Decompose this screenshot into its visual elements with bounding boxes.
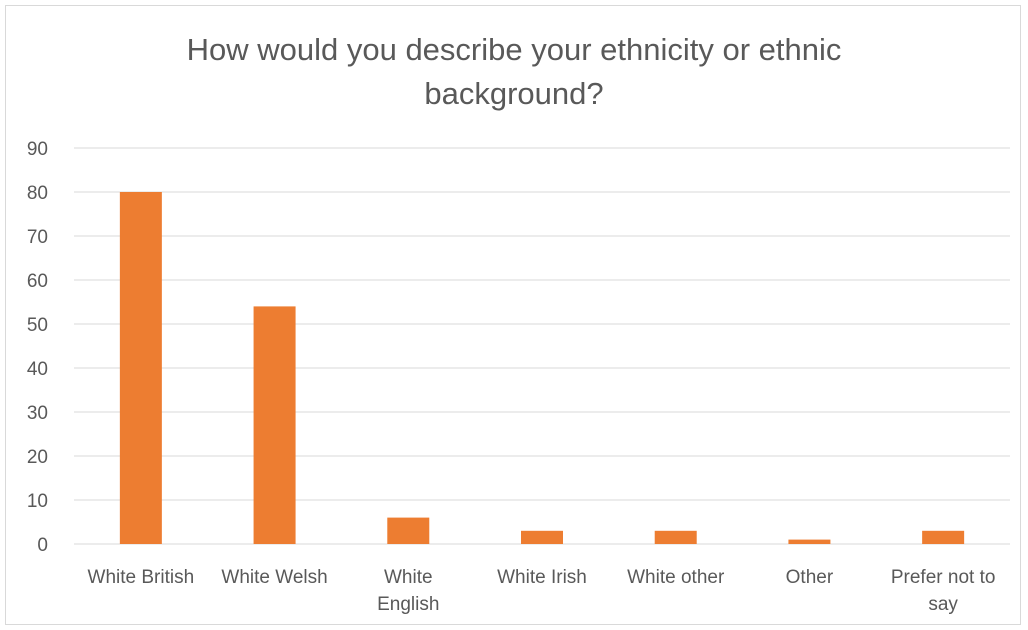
x-category-label: say [928,594,958,615]
bar [521,530,563,544]
y-tick-label: 80 [27,183,48,204]
bar [387,517,430,544]
x-category-label: White [384,567,433,588]
y-tick-label: 0 [37,535,48,556]
bar [119,192,162,544]
x-category-label: White Irish [497,567,587,588]
y-tick-label: 70 [27,227,48,248]
chart-frame [5,5,1021,625]
y-tick-label: 40 [27,359,48,380]
y-tick-label: 60 [27,271,48,292]
x-category-label: White other [627,567,725,588]
x-category-label: Other [786,567,834,588]
y-tick-label: 30 [27,403,48,424]
chart-title: How would you describe your ethnicity or… [0,28,1028,116]
y-tick-label: 50 [27,315,48,336]
bar [253,306,296,544]
x-category-label: Prefer not to [891,567,996,588]
x-category-label: English [377,594,439,615]
bar [654,530,697,544]
chart-title-text: How would you describe your ethnicity or… [186,32,842,111]
y-tick-label: 90 [27,139,48,160]
y-tick-label: 10 [27,491,48,512]
x-category-label: White British [88,567,195,588]
y-tick-label: 20 [27,447,48,468]
x-category-label: White Welsh [221,567,327,588]
bar [922,530,965,544]
bar [788,539,831,544]
